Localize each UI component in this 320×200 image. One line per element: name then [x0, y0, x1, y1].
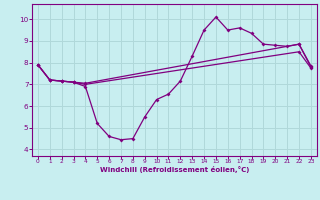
X-axis label: Windchill (Refroidissement éolien,°C): Windchill (Refroidissement éolien,°C)	[100, 166, 249, 173]
